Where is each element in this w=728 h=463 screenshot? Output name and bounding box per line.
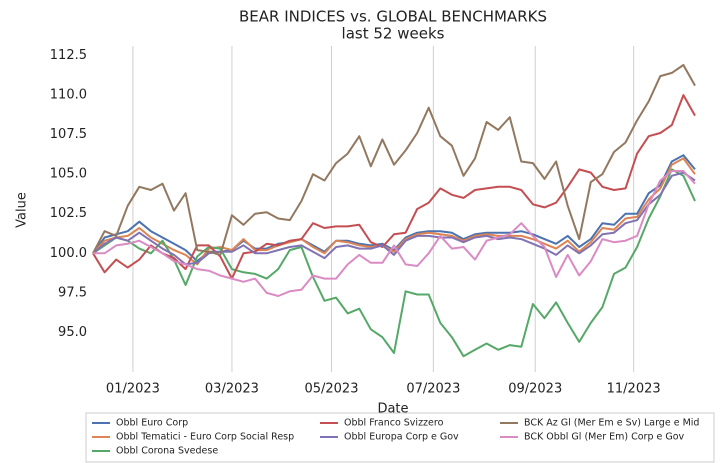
y-tick-label: 105.0 (50, 167, 87, 182)
y-tick-label: 100.0 (50, 246, 87, 261)
y-tick-label: 112.5 (50, 48, 87, 63)
y-tick-label: 97.5 (58, 285, 87, 300)
y-tick-label: 95.0 (58, 325, 87, 340)
x-tick-label: 11/2023 (607, 382, 661, 397)
series-line (92, 64, 696, 256)
legend-label: BCK Az Gl (Mer Em e Sv) Large e Mid (524, 418, 699, 429)
legend-label: Obbl Corona Svedese (116, 446, 218, 457)
x-tick-label: 07/2023 (406, 382, 460, 397)
legend-box (85, 412, 715, 463)
y-tick-label: 110.0 (50, 88, 87, 103)
series-line (92, 157, 696, 266)
y-tick-label: 102.5 (50, 206, 87, 221)
legend-label: Obbl Tematici - Euro Corp Social Resp (116, 432, 294, 443)
legend-label: Obbl Franco Svizzero (344, 418, 444, 429)
series-line (93, 170, 696, 297)
series-line (92, 171, 696, 266)
x-tick-label: 09/2023 (508, 382, 562, 397)
x-tick-label: 05/2023 (304, 382, 358, 397)
y-axis-label: Value (15, 192, 30, 228)
x-tick-label: 03/2023 (205, 382, 259, 397)
y-tick-label: 107.5 (50, 127, 87, 142)
legend-label: BCK Obbl Gl (Mer Em) Corp e Gov (524, 432, 685, 443)
series-line (92, 94, 696, 280)
legend-label: Obbl Euro Corp (116, 418, 188, 429)
x-tick-label: 01/2023 (106, 382, 160, 397)
legend-label: Obbl Europa Corp e Gov (344, 432, 459, 443)
chart-subtitle: last 52 weeks (342, 25, 445, 43)
chart-title: BEAR INDICES vs. GLOBAL BENCHMARKS (239, 8, 547, 26)
series-line (92, 168, 696, 358)
series-line (92, 154, 696, 263)
